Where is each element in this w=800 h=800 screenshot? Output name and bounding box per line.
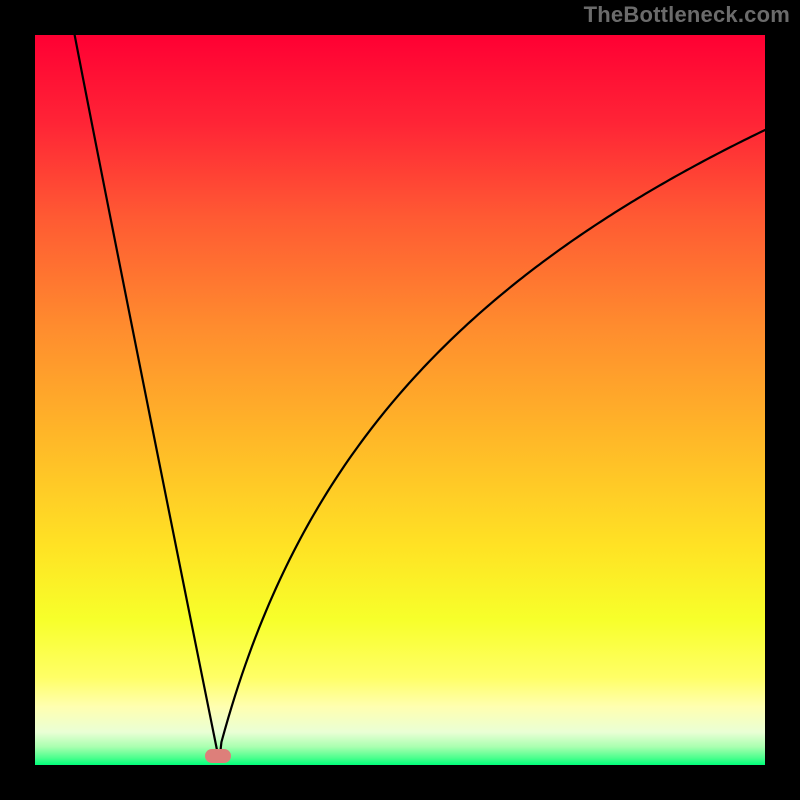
chart-frame: { "watermark": { "text": "TheBottleneck.…: [0, 0, 800, 800]
watermark-text: TheBottleneck.com: [584, 2, 790, 28]
optimum-marker: [205, 749, 231, 763]
gradient-background: [35, 35, 765, 765]
bottleneck-chart-svg: [0, 0, 800, 800]
